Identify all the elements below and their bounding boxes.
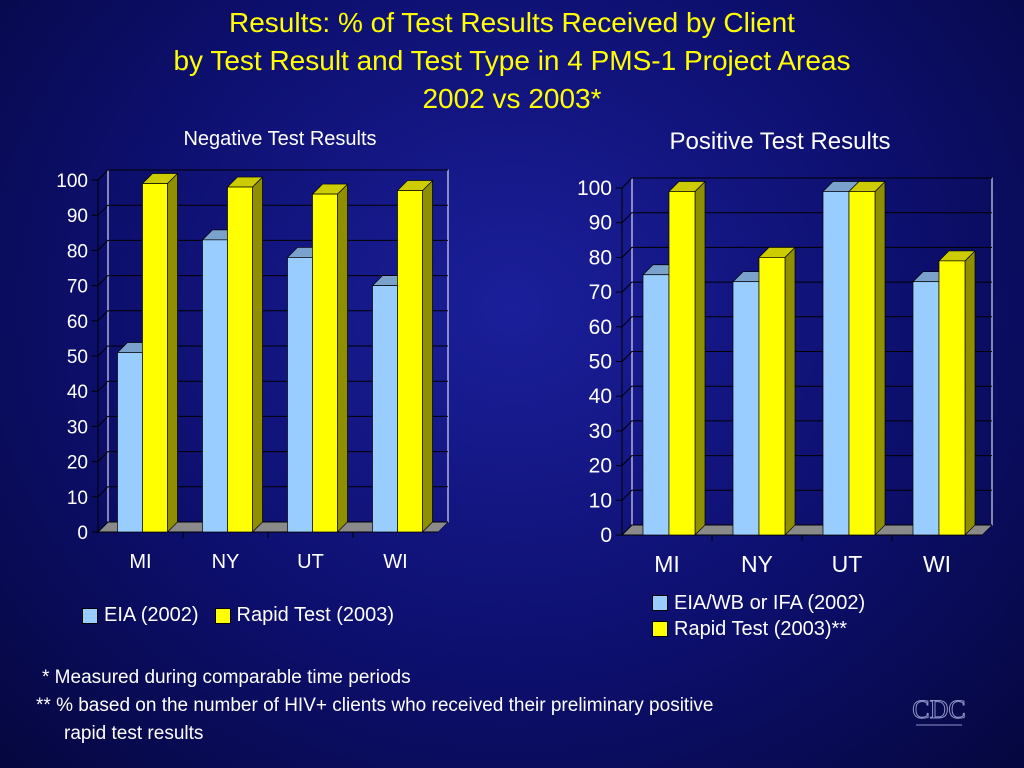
negative-bar-NY-1 xyxy=(226,176,264,533)
negative-bar-front xyxy=(117,352,143,533)
negative-bar-side xyxy=(337,183,348,533)
positive-y-tick-label: 0 xyxy=(600,524,612,547)
negative-y-tick-label: 0 xyxy=(77,523,88,544)
footnote-3: rapid test results xyxy=(64,723,204,744)
positive-bar-side xyxy=(694,180,706,536)
negative-bar-front xyxy=(312,193,338,533)
negative-category-label: WI xyxy=(383,551,407,573)
negative-y-tick-label: 50 xyxy=(67,347,88,368)
footnote-1: * Measured during comparable time period… xyxy=(42,667,411,688)
legend-swatch-rapid-2 xyxy=(652,621,668,637)
positive-bar-front xyxy=(848,191,876,536)
negative-bar-front xyxy=(142,183,168,533)
positive-y-tick-label: 70 xyxy=(589,281,612,304)
negative-bar-front xyxy=(397,190,423,533)
positive-legend: EIA/WB or IFA (2002) Rapid Test (2003)** xyxy=(652,590,865,642)
positive-y-tick-label: 80 xyxy=(589,246,612,269)
title-line-1: Results: % of Test Results Received by C… xyxy=(229,7,795,38)
legend-label-eia-wb: EIA/WB or IFA (2002) xyxy=(674,592,866,614)
positive-bar-WI-1 xyxy=(938,250,976,536)
positive-y-tick-label: 20 xyxy=(589,455,612,478)
negative-y-tick-label: 80 xyxy=(67,241,88,262)
legend-swatch-eia-wb xyxy=(652,595,668,611)
negative-y-tick-label: 90 xyxy=(67,206,88,227)
negative-bar-side xyxy=(422,179,433,533)
negative-bar-front xyxy=(202,239,228,533)
negative-category-label: MI xyxy=(129,551,151,573)
negative-y-tick-label: 60 xyxy=(67,312,88,333)
legend-swatch-eia xyxy=(82,607,98,624)
slide-title: Results: % of Test Results Received by C… xyxy=(0,4,1024,118)
negative-bar-MI-1 xyxy=(141,172,179,533)
legend-label-eia: EIA (2002) xyxy=(104,604,199,626)
positive-y-tick-label: 100 xyxy=(577,177,612,200)
positive-category-label: WI xyxy=(923,551,951,577)
positive-bar-front xyxy=(912,281,940,536)
positive-bar-NY-1 xyxy=(758,246,796,536)
positive-y-tick-label: 60 xyxy=(589,316,612,339)
negative-legend: EIA (2002) Rapid Test (2003) xyxy=(82,604,394,627)
cdc-logo-text: CDC xyxy=(912,695,965,724)
negative-y-tick-label: 100 xyxy=(56,171,88,192)
negative-bar-front xyxy=(227,186,253,533)
positive-bar-front xyxy=(642,274,670,536)
negative-y-tick-label: 70 xyxy=(67,277,88,298)
positive-chart: 0 10 20 30 40 50 60 70 80 90 100 MI NY UT WI xyxy=(577,177,993,577)
footnote-2: ** % based on the number of HIV+ clients… xyxy=(36,695,714,716)
positive-category-label: MI xyxy=(654,551,680,577)
title-line-3: 2002 vs 2003* xyxy=(422,83,602,114)
positive-y-tick-label: 40 xyxy=(589,385,612,408)
positive-bar-front xyxy=(758,257,786,536)
positive-bar-front xyxy=(668,191,696,536)
positive-category-label: UT xyxy=(832,551,863,577)
positive-y-tick-label: 10 xyxy=(589,489,612,512)
positive-bar-UT-1 xyxy=(848,180,886,536)
positive-bar-side xyxy=(964,250,976,536)
negative-bar-side xyxy=(252,176,263,533)
negative-y-tick-label: 40 xyxy=(67,382,88,403)
positive-bar-side xyxy=(784,246,796,536)
positive-y-tick-label: 50 xyxy=(589,351,612,374)
negative-chart: 0 10 20 30 40 50 60 70 80 90 100 MI NY UT WI xyxy=(56,169,449,573)
negative-bar-UT-1 xyxy=(311,183,349,533)
footnotes: * Measured during comparable time period… xyxy=(36,664,713,748)
positive-bar-front xyxy=(822,191,850,536)
negative-y-tick-label: 20 xyxy=(67,453,88,474)
negative-bar-front xyxy=(287,257,313,533)
positive-bar-side xyxy=(874,180,886,536)
negative-y-tick-label: 10 xyxy=(67,488,88,509)
cdc-logo: CDC xyxy=(912,695,966,726)
negative-gridline xyxy=(97,169,448,181)
negative-y-tick-label: 30 xyxy=(67,417,88,438)
positive-bar-MI-1 xyxy=(668,180,706,536)
title-line-2: by Test Result and Test Type in 4 PMS-1 … xyxy=(173,45,851,76)
positive-bar-front xyxy=(938,260,966,536)
legend-label-rapid: Rapid Test (2003) xyxy=(236,604,395,626)
positive-gridline xyxy=(621,177,992,189)
legend-label-rapid-2: Rapid Test (2003)** xyxy=(674,618,848,640)
negative-bar-front xyxy=(372,285,398,533)
positive-category-label: NY xyxy=(741,551,773,577)
positive-y-tick-label: 30 xyxy=(589,420,612,443)
negative-chart-title: Negative Test Results xyxy=(183,128,377,150)
positive-chart-title: Positive Test Results xyxy=(669,128,891,155)
negative-bar-WI-1 xyxy=(396,179,434,533)
negative-category-label: NY xyxy=(212,551,240,573)
negative-bar-side xyxy=(167,172,178,533)
positive-bar-front xyxy=(732,281,760,536)
negative-category-label: UT xyxy=(297,551,324,573)
legend-swatch-rapid xyxy=(214,607,231,624)
positive-y-tick-label: 90 xyxy=(589,212,612,235)
